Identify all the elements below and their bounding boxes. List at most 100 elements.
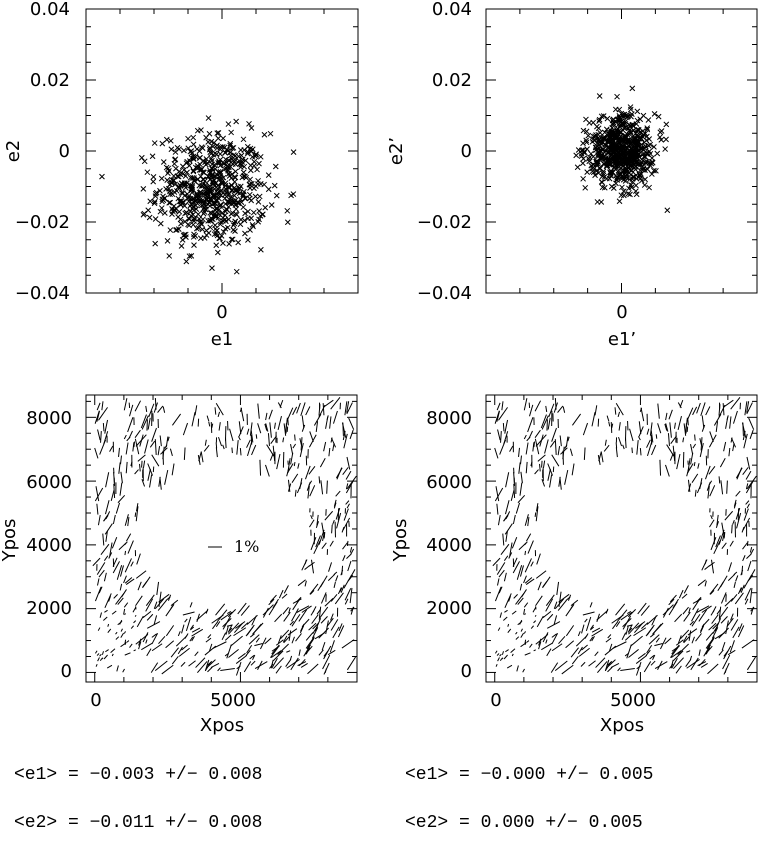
whisker xyxy=(342,566,343,575)
y-tick-label: 0.02 xyxy=(30,70,70,91)
whisker xyxy=(159,477,160,487)
whisker xyxy=(216,403,223,415)
whisker xyxy=(526,443,528,455)
whisker xyxy=(330,416,331,428)
scatter-point xyxy=(147,215,152,220)
whisker xyxy=(135,470,139,474)
whisker xyxy=(331,619,338,630)
y-tick-label: 4000 xyxy=(426,535,472,556)
whisker xyxy=(241,606,249,616)
whisker xyxy=(551,663,557,673)
whisker xyxy=(592,412,595,426)
scatter-point xyxy=(152,141,157,146)
scatter-point xyxy=(191,243,196,248)
whisker xyxy=(733,520,735,525)
whisker xyxy=(592,629,603,636)
whisker xyxy=(124,603,127,608)
whisker xyxy=(706,632,713,640)
whisker xyxy=(736,468,742,478)
whisker xyxy=(219,422,220,430)
whisker xyxy=(537,554,541,565)
whisker xyxy=(550,475,552,488)
whisker xyxy=(535,470,539,474)
whisker xyxy=(103,423,104,431)
scatter-point xyxy=(160,141,165,146)
whisker xyxy=(232,448,233,453)
whisker xyxy=(606,638,611,642)
whisker xyxy=(705,581,706,587)
scatter-point xyxy=(646,117,651,122)
whisker xyxy=(519,543,526,550)
whisker xyxy=(673,446,674,461)
whisker xyxy=(500,654,502,656)
whisker xyxy=(742,566,743,575)
whisker xyxy=(163,407,164,413)
whisker xyxy=(524,603,527,608)
whisker xyxy=(265,465,269,477)
whisker xyxy=(111,649,115,653)
stats-left: <e1> = −0.003 +/− 0.008 <e2> = −0.011 +/… xyxy=(14,735,262,847)
whisker xyxy=(152,644,162,651)
scatter-point xyxy=(655,151,660,156)
whisker xyxy=(134,621,136,623)
whisker xyxy=(540,464,541,472)
whisker xyxy=(108,629,111,633)
whisker xyxy=(292,614,300,626)
y-tick-label: 8000 xyxy=(426,408,472,429)
scatter-point xyxy=(151,174,156,179)
whisker xyxy=(501,544,509,555)
whisker xyxy=(697,403,701,413)
whisker xyxy=(157,582,159,595)
whisker xyxy=(104,610,107,612)
whisker xyxy=(507,665,512,668)
whisker xyxy=(722,543,726,549)
scatter-point xyxy=(581,156,586,161)
y-tick-label: 8000 xyxy=(26,408,72,429)
whisker xyxy=(721,616,727,623)
whisker xyxy=(238,603,247,614)
whisker xyxy=(513,515,515,524)
whisker xyxy=(524,631,525,633)
whisker xyxy=(216,447,217,457)
whisker xyxy=(291,453,293,465)
scatter-point xyxy=(257,194,262,199)
whisker xyxy=(319,650,323,656)
panel-whisker-raw: 8000 6000 4000 2000 0 0 5000 Xpos Ypos 1… xyxy=(0,395,357,736)
whisker xyxy=(508,624,509,627)
x-axis-label: e1’ xyxy=(608,329,636,350)
whisker xyxy=(345,588,351,600)
whisker xyxy=(525,640,526,644)
whisker xyxy=(148,469,151,481)
whisker xyxy=(254,643,262,645)
whisker xyxy=(543,611,551,617)
whisker xyxy=(279,590,283,598)
whisker xyxy=(251,661,255,665)
whisker xyxy=(312,615,319,624)
whisker xyxy=(562,665,573,674)
whisker xyxy=(98,407,107,420)
whisker xyxy=(204,445,209,451)
whisker xyxy=(321,480,323,494)
scatter-point xyxy=(238,222,243,227)
scatter-point xyxy=(266,187,271,192)
whisker xyxy=(566,641,574,648)
whisker xyxy=(268,433,269,446)
whisker xyxy=(158,636,165,643)
scatter-point xyxy=(248,182,253,187)
scatter-point xyxy=(173,166,178,171)
whisker xyxy=(729,562,732,571)
whisker xyxy=(176,635,187,646)
whisker xyxy=(700,438,702,445)
whisker xyxy=(100,654,102,656)
whisker xyxy=(540,435,543,447)
y-tick-label: 2000 xyxy=(26,598,72,619)
whisker xyxy=(296,633,302,641)
whisker xyxy=(670,595,676,602)
whisker xyxy=(641,408,644,422)
whisker xyxy=(713,606,716,612)
whisker xyxy=(504,573,506,581)
whisker xyxy=(698,580,706,586)
whisker xyxy=(275,614,282,622)
whisker xyxy=(336,491,341,496)
whisker xyxy=(166,437,168,447)
